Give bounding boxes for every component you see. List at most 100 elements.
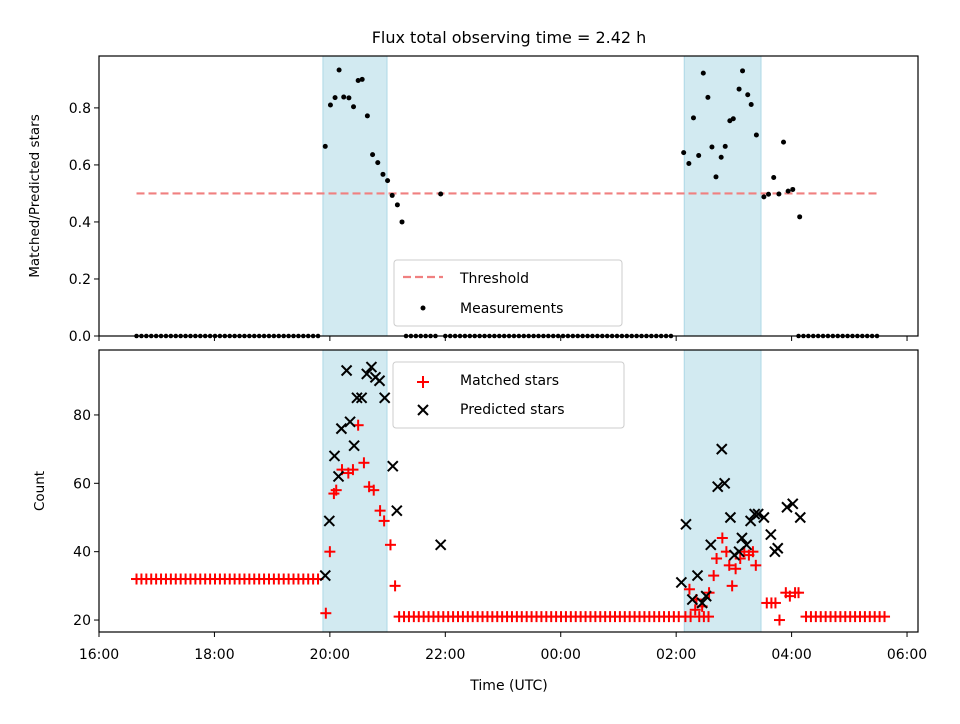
legend-predicted-swatch (417, 404, 429, 416)
top-axes-frame (98, 55, 919, 337)
measurement-point (389, 192, 395, 198)
predicted-star-point (765, 528, 777, 541)
measurement-point (438, 191, 444, 197)
matched-star-point (769, 597, 781, 609)
matched-star-point (368, 484, 380, 496)
matched-star-point (389, 580, 401, 592)
bottom-legend-frame (392, 361, 625, 429)
matched-star-point (324, 546, 336, 558)
legend-matched-label: Matched stars (460, 373, 559, 389)
x-axis-label: Time (UTC) (469, 678, 547, 694)
measurement-point (797, 214, 803, 220)
predicted-star-point (351, 392, 363, 404)
matched-star-point (750, 559, 762, 571)
measurement-point (351, 104, 357, 110)
measurement-point (394, 202, 400, 208)
measurement-point (380, 171, 386, 177)
matched-star-point (711, 553, 723, 565)
predicted-star-point (373, 375, 386, 387)
predicted-star-point (335, 422, 348, 435)
top-x-ticks (98, 336, 908, 341)
predicted-star-point (319, 569, 331, 582)
measurement-point (385, 178, 391, 184)
measurement-point (322, 143, 328, 149)
top-y-axis-label: Matched/Predicted stars (27, 114, 43, 277)
predicted-star-point (794, 511, 806, 524)
shaded-interval (322, 55, 388, 337)
predicted-star-point (348, 440, 360, 452)
predicted-star-point (344, 416, 356, 428)
legend-measurements-label: Measurements (460, 301, 563, 317)
measurement-point (341, 94, 347, 100)
y-tick-label: 0.0 (69, 329, 91, 345)
matched-star-point (347, 464, 359, 476)
predicted-star-point (361, 368, 373, 380)
predicted-star-point (675, 576, 688, 589)
predicted-star-point (705, 539, 717, 551)
measurement-point (753, 132, 759, 138)
matched-star-point (723, 559, 735, 571)
measurement-point (364, 113, 370, 119)
matched-star-point (358, 457, 370, 469)
measurement-point (332, 95, 338, 101)
measurement-point (781, 139, 787, 145)
matched-star-point (330, 484, 342, 496)
matched-star-point (726, 580, 738, 592)
predicted-star-point (724, 511, 737, 524)
legend-matched-swatch (417, 376, 429, 388)
predicted-star-point (712, 481, 724, 493)
y-tick-label: 20 (73, 613, 91, 629)
measurement-point (709, 144, 715, 150)
matched-star-point (378, 515, 390, 527)
matched-star-point (716, 532, 728, 544)
measurement-point (681, 150, 687, 156)
measurement-point (686, 160, 692, 166)
measurement-point (346, 95, 352, 101)
predicted-star-point (387, 460, 399, 472)
measurement-point (696, 153, 702, 159)
predicted-star-point (434, 539, 447, 551)
shaded-interval (683, 55, 762, 337)
matched-star-point (708, 570, 720, 582)
x-tick-label: 06:00 (887, 647, 927, 663)
predicted-star-point (696, 597, 708, 609)
measurement-point (730, 116, 736, 122)
predicted-star-point (332, 470, 345, 483)
predicted-star-point (340, 364, 353, 377)
predicted-star-point (772, 542, 784, 554)
measurement-point (718, 154, 724, 160)
matched-stars-points (131, 419, 891, 626)
y-tick-label: 80 (73, 408, 91, 424)
matched-star-point (793, 587, 805, 599)
measurement-point (785, 188, 791, 194)
x-tick-label: 20:00 (310, 647, 350, 663)
legend-predicted-label: Predicted stars (460, 402, 565, 418)
top-legend-frame (393, 259, 623, 327)
predicted-star-point (787, 498, 799, 510)
bottom-y-ticks: 20 40 60 80 (73, 408, 99, 629)
measurement-point (713, 174, 719, 180)
predicted-star-point (680, 518, 692, 531)
measurement-point (359, 76, 365, 82)
predicted-star-point (716, 443, 728, 455)
y-tick-label: 0.2 (69, 272, 91, 288)
bottom-x-ticks: 16:00 18:00 20:00 22:00 00:00 02:00 04:00 06:00 (79, 632, 927, 663)
predicted-star-point (328, 450, 341, 462)
top-legend: Threshold Measurements (393, 259, 623, 327)
measurement-point (399, 219, 405, 225)
measurement-point (355, 78, 361, 84)
predicted-star-point (781, 501, 793, 513)
predicted-star-point (700, 590, 712, 602)
predicted-star-point (691, 569, 704, 582)
predicted-star-point (355, 392, 368, 404)
measurement-point (748, 101, 754, 107)
predicted-star-point (752, 508, 764, 520)
y-tick-label: 0.6 (69, 158, 91, 174)
measurement-point (771, 174, 777, 180)
measurement-point (327, 102, 333, 108)
matched-star-point (879, 611, 891, 623)
predicted-star-point (718, 477, 731, 490)
top-panel: 0.00.20.40.60.8 Matched/Predicted stars … (27, 55, 919, 345)
